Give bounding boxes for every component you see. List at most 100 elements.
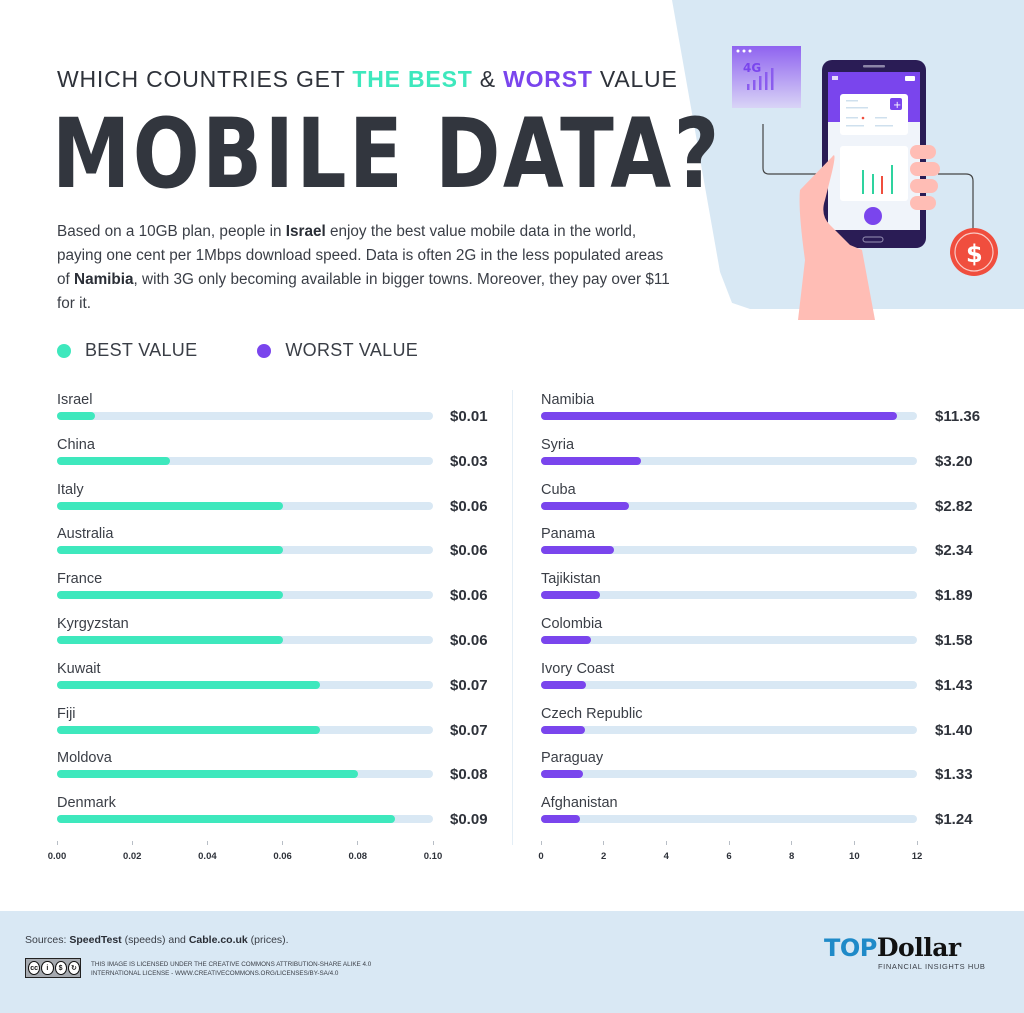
value-label: $0.07 (450, 676, 488, 694)
bar-track (541, 770, 917, 779)
source-speedtest: SpeedTest (69, 934, 122, 946)
axis-tick: 10 (834, 841, 874, 862)
bar-row: Tajikistan $1.89 (541, 571, 981, 616)
axis-tick: 0.04 (187, 841, 227, 862)
bar-fill (541, 635, 591, 644)
bar-fill (541, 412, 897, 420)
value-label: $1.58 (935, 631, 973, 649)
value-label: $0.06 (450, 587, 488, 605)
bar-fill (57, 680, 321, 689)
legend-best: BEST VALUE (57, 340, 197, 361)
bar-fill (541, 725, 585, 734)
value-label: $0.01 (450, 408, 488, 425)
country-label: Panama (541, 526, 596, 543)
dollar-coin-icon: $ (950, 228, 998, 276)
bar-fill (57, 546, 283, 555)
value-label: $2.34 (935, 542, 973, 560)
axis-tick: 6 (709, 841, 749, 862)
bar-fill (541, 680, 586, 689)
svg-text:$: $ (966, 240, 983, 268)
bar-track (57, 501, 433, 510)
bar-track (57, 546, 433, 555)
bar-row: Denmark $0.09 (57, 795, 497, 840)
country-label: Paraguay (541, 750, 604, 767)
country-label: Czech Republic (541, 705, 643, 722)
country-label: Afghanistan (541, 795, 618, 812)
bar-row: Paraguay $1.33 (541, 750, 981, 795)
bar-row: Fiji $0.07 (57, 706, 497, 751)
country-label: Moldova (57, 750, 112, 767)
bar-track (57, 725, 433, 734)
topdollar-logo: TOPDollar FINANCIAL INSIGHTS HUB (824, 933, 986, 971)
country-label: Tajikistan (541, 571, 601, 588)
value-label: $1.40 (935, 721, 973, 739)
bar-row: Italy $0.06 (57, 482, 497, 527)
bar-fill (57, 725, 321, 734)
axis-tick: 8 (772, 841, 812, 862)
country-label: Syria (541, 436, 575, 453)
value-label: $2.82 (935, 497, 973, 515)
subtitle: WHICH COUNTRIES GET THE BEST & WORST VAL… (57, 66, 678, 92)
bar-track (541, 412, 917, 420)
country-label: Fiji (57, 705, 76, 722)
bar-fill (57, 635, 283, 644)
value-label: $0.03 (450, 452, 488, 470)
bar-fill (57, 412, 95, 420)
axis-tick: 4 (646, 841, 686, 862)
bar-track (57, 412, 433, 420)
bar-row: France $0.06 (57, 571, 497, 616)
country-label: Australia (57, 526, 114, 543)
value-label: $3.20 (935, 452, 973, 470)
bar-fill (57, 591, 283, 600)
value-label: $1.89 (935, 587, 973, 605)
country-label: Kuwait (57, 660, 101, 677)
bar-track (541, 546, 917, 555)
best-value-chart: Israel $0.01 China $0.03 Italy $0.06 Australia… (57, 392, 497, 840)
bar-row: China $0.03 (57, 437, 497, 482)
chart-divider (512, 390, 513, 845)
bar-fill (57, 501, 283, 510)
source-cable: Cable.co.uk (188, 934, 248, 946)
value-label: $0.06 (450, 497, 488, 515)
value-label: $1.43 (935, 676, 973, 694)
axis-tick: 0 (521, 841, 561, 862)
bar-fill (541, 456, 642, 465)
4g-signal-icon: 4G (732, 46, 801, 108)
bar-track (541, 501, 917, 510)
value-label: $1.24 (935, 811, 973, 829)
country-label: China (57, 436, 95, 453)
worst-dot-icon (257, 343, 272, 358)
axis-tick: 0.06 (263, 841, 303, 862)
phone-illustration: 4G + $ (732, 46, 998, 320)
axis-tick: 0.00 (37, 841, 77, 862)
bar-row: Israel $0.01 (57, 392, 497, 437)
bar-fill (57, 770, 358, 779)
creative-commons-icon: cc i $ ↻ (25, 958, 81, 978)
bar-track (541, 680, 917, 689)
bar-fill (57, 456, 170, 465)
bar-track (57, 635, 433, 644)
value-label: $0.09 (450, 811, 488, 829)
country-label: Denmark (57, 795, 116, 812)
bar-track (541, 591, 917, 600)
bar-track (57, 680, 433, 689)
country-label: Israel (57, 392, 93, 408)
country-label: Cuba (541, 481, 576, 498)
bar-track (541, 725, 917, 734)
license-text: THIS IMAGE IS LICENSED UNDER THE CREATIV… (91, 961, 372, 977)
value-label: $0.07 (450, 721, 488, 739)
best-x-axis: 0.00 0.02 0.04 0.06 0.08 0.10 (48, 841, 457, 865)
country-label: Namibia (541, 392, 595, 408)
value-label: $0.06 (450, 631, 488, 649)
bar-track (541, 815, 917, 824)
bar-row: Namibia $11.36 (541, 392, 981, 437)
value-label: $11.36 (935, 408, 981, 425)
svg-text:+: + (893, 100, 901, 111)
axis-tick: 0.10 (413, 841, 453, 862)
axis-tick: 2 (584, 841, 624, 862)
svg-text:4G: 4G (743, 61, 761, 75)
worst-value-chart: Namibia $11.36 Syria $3.20 Cuba $2.82 Panama $2… (541, 392, 981, 840)
bar-track (57, 456, 433, 465)
legend-worst: WORST VALUE (257, 340, 418, 361)
bar-fill (541, 815, 580, 824)
